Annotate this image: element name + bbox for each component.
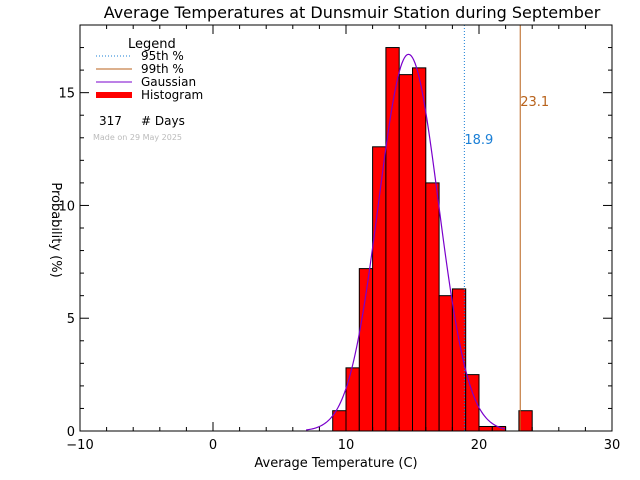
percentile-95-label: 18.9 xyxy=(464,133,493,148)
histogram-bar xyxy=(412,67,427,432)
x-tick-label: 0 xyxy=(209,438,217,453)
histogram-bar xyxy=(425,182,440,432)
histogram-bar xyxy=(518,410,533,432)
legend-entry-label: 95th % xyxy=(141,49,184,63)
x-axis-label: Average Temperature (C) xyxy=(254,456,417,471)
legend-entry-label: Histogram xyxy=(141,88,203,102)
histogram-bars xyxy=(332,47,533,432)
y-tick-label: 15 xyxy=(58,87,75,102)
y-tick-label: 5 xyxy=(67,312,75,327)
histogram-bar xyxy=(345,367,360,432)
legend-days-label: # Days xyxy=(141,114,185,128)
legend-title: Legend xyxy=(128,37,176,52)
x-tick-label: 20 xyxy=(471,438,488,453)
y-axis-label: Probability (%) xyxy=(48,182,63,277)
histogram-bar xyxy=(438,295,453,432)
histogram-bar xyxy=(398,74,414,432)
made-on-note: Made on 29 May 2025 xyxy=(93,133,182,142)
y-tick-label: 0 xyxy=(67,425,75,440)
histogram-bar xyxy=(478,425,493,432)
x-tick-label: 10 xyxy=(338,438,355,453)
histogram-bar xyxy=(372,146,387,432)
percentile-lines: 18.9 23.1 xyxy=(463,25,549,431)
gaussian-curve xyxy=(306,53,506,431)
percentile-99-label: 23.1 xyxy=(520,95,549,110)
legend-entry-label: 99th % xyxy=(141,62,184,76)
x-tick-label: 30 xyxy=(604,438,621,453)
x-tick-label: −10 xyxy=(66,438,93,453)
y-tick-label: 10 xyxy=(58,199,75,214)
legend-entry-label: Gaussian xyxy=(141,75,196,89)
legend-days-count: 317 xyxy=(99,114,122,128)
chart-title: Average Temperatures at Dunsmuir Station… xyxy=(104,3,601,22)
